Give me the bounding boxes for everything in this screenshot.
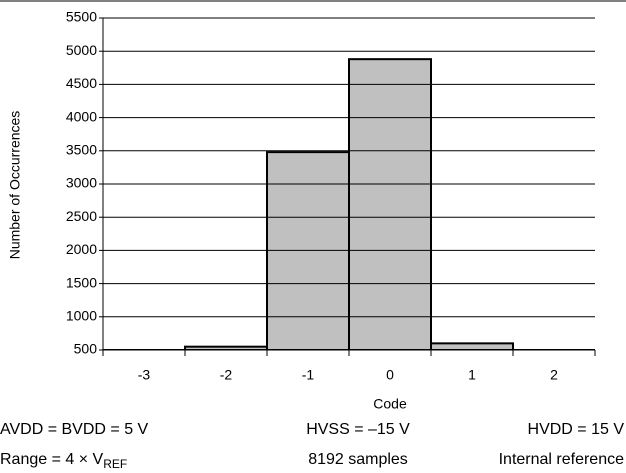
x-tick-label: -3 [138, 367, 151, 383]
annotation-text: Range = 4 × V [0, 451, 104, 468]
y-tick-label: 1000 [66, 308, 97, 324]
annotation-text: 8192 samples [308, 451, 408, 468]
y-tick-label: 2500 [66, 208, 97, 224]
y-tick-label: 2000 [66, 241, 97, 257]
annotation-text: HVSS = –15 V [306, 421, 410, 438]
x-tick-label: 2 [550, 367, 558, 383]
x-tick-label: 0 [386, 367, 394, 383]
annotation: HVSS = –15 V [306, 421, 410, 438]
y-tick-label: 3000 [66, 175, 97, 191]
x-tick-label: -2 [220, 367, 233, 383]
bar [266, 151, 350, 350]
y-tick-label: 4500 [66, 75, 97, 91]
y-tick-label: 5000 [66, 42, 97, 58]
y-tick-label: 1500 [66, 274, 97, 290]
x-axis-label: Code [373, 396, 407, 412]
plot-area [103, 58, 595, 350]
annotation: AVDD = BVDD = 5 V [0, 421, 149, 438]
bar [348, 58, 432, 350]
annotation-text: HVDD = 15 V [528, 421, 625, 438]
annotation-subscript: REF [103, 457, 127, 471]
y-axis-label: Number of Occurrences [7, 111, 23, 260]
annotation-text: AVDD = BVDD = 5 V [0, 421, 149, 438]
y-tick-label: 5500 [66, 9, 97, 25]
annotation: Internal reference [499, 451, 625, 468]
annotation: HVDD = 15 V [528, 421, 625, 438]
y-tick-label: 4000 [66, 108, 97, 124]
annotation: Range = 4 × VREF [0, 451, 127, 471]
bar [430, 342, 514, 350]
y-tick-label: 500 [74, 341, 98, 357]
x-tick-label: -1 [302, 367, 315, 383]
x-tick-label: 1 [468, 367, 476, 383]
annotation: 8192 samples [308, 451, 408, 468]
annotation-text: Internal reference [499, 451, 625, 468]
y-tick-label: 3500 [66, 142, 97, 158]
